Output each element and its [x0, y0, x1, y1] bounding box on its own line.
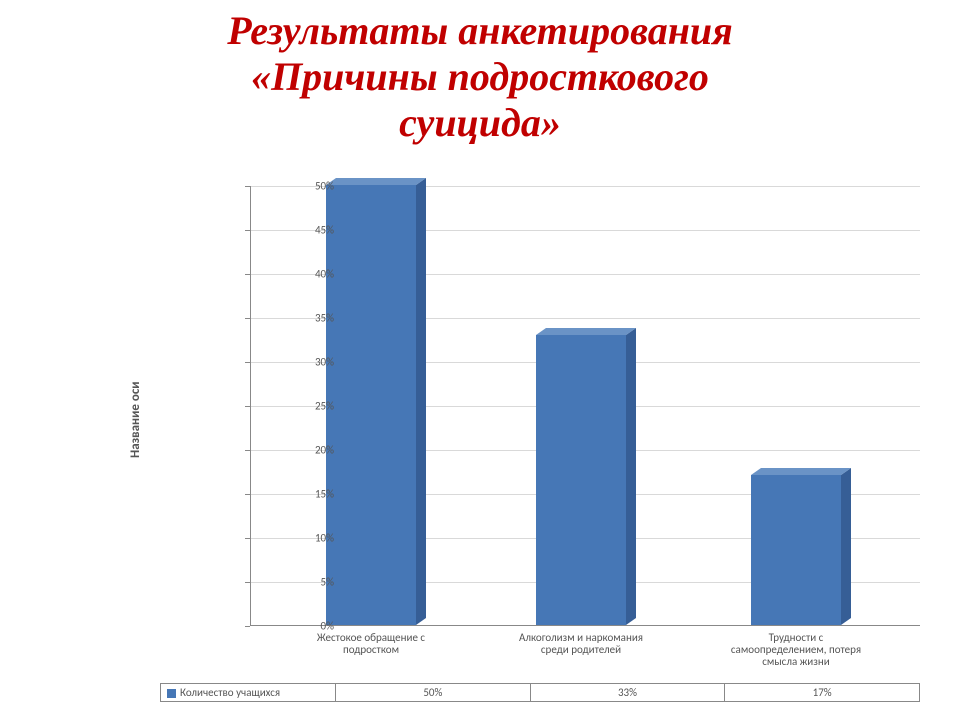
legend-series-label: Количество учащихся	[180, 686, 280, 699]
chart-title: Результаты анкетирования «Причины подрос…	[0, 8, 960, 146]
bar-top	[326, 178, 426, 185]
legend-value-cell: 33%	[530, 684, 725, 702]
plot-area: Жестокое обращение сподросткомАлкоголизм…	[250, 186, 920, 626]
title-line-3: суицида»	[399, 100, 561, 145]
y-tick-label: 0%	[274, 620, 334, 633]
y-tick-label: 20%	[274, 444, 334, 457]
y-tick-label: 25%	[274, 400, 334, 413]
bar-top	[536, 328, 636, 335]
x-category-label: Алкоголизм и наркоманиясреди родителей	[496, 632, 666, 656]
y-tick-mark	[245, 494, 250, 495]
title-line-2: «Причины подросткового	[251, 54, 709, 99]
y-tick-mark	[245, 318, 250, 319]
bar-front	[751, 475, 841, 625]
bar	[326, 178, 426, 625]
legend-value-cell: 17%	[725, 684, 920, 702]
y-tick-mark	[245, 406, 250, 407]
y-tick-label: 15%	[274, 488, 334, 501]
chart-container: Жестокое обращение сподростком Алкоголизм…	[160, 186, 920, 666]
y-tick-label: 30%	[274, 356, 334, 369]
y-tick-label: 10%	[274, 532, 334, 545]
y-tick-mark	[245, 362, 250, 363]
y-tick-label: 50%	[274, 180, 334, 193]
bar-front	[326, 185, 416, 625]
legend-table: Количество учащихся 50%33%17%	[160, 683, 920, 702]
bar	[536, 328, 636, 625]
bar-side	[416, 178, 426, 625]
bar	[751, 468, 851, 625]
y-tick-mark	[245, 626, 250, 627]
legend-series-cell: Количество учащихся	[161, 684, 336, 702]
bar-top	[751, 468, 851, 475]
y-tick-mark	[245, 582, 250, 583]
y-tick-mark	[245, 186, 250, 187]
bar-front	[536, 335, 626, 625]
title-line-1: Результаты анкетирования	[227, 8, 733, 53]
y-tick-mark	[245, 538, 250, 539]
y-tick-label: 35%	[274, 312, 334, 325]
x-category-label: Жестокое обращение сподростком	[286, 632, 456, 656]
bar-side	[626, 328, 636, 625]
y-axis-title: Название оси	[128, 382, 143, 459]
y-tick-mark	[245, 230, 250, 231]
bar-side	[841, 468, 851, 625]
y-tick-mark	[245, 450, 250, 451]
y-tick-label: 40%	[274, 268, 334, 281]
y-tick-mark	[245, 274, 250, 275]
x-category-label: Трудности ссамоопределением, потерясмысл…	[711, 632, 881, 668]
legend-swatch-icon	[167, 689, 176, 698]
legend-value-cell: 50%	[336, 684, 531, 702]
y-tick-label: 45%	[274, 224, 334, 237]
y-tick-label: 5%	[274, 576, 334, 589]
